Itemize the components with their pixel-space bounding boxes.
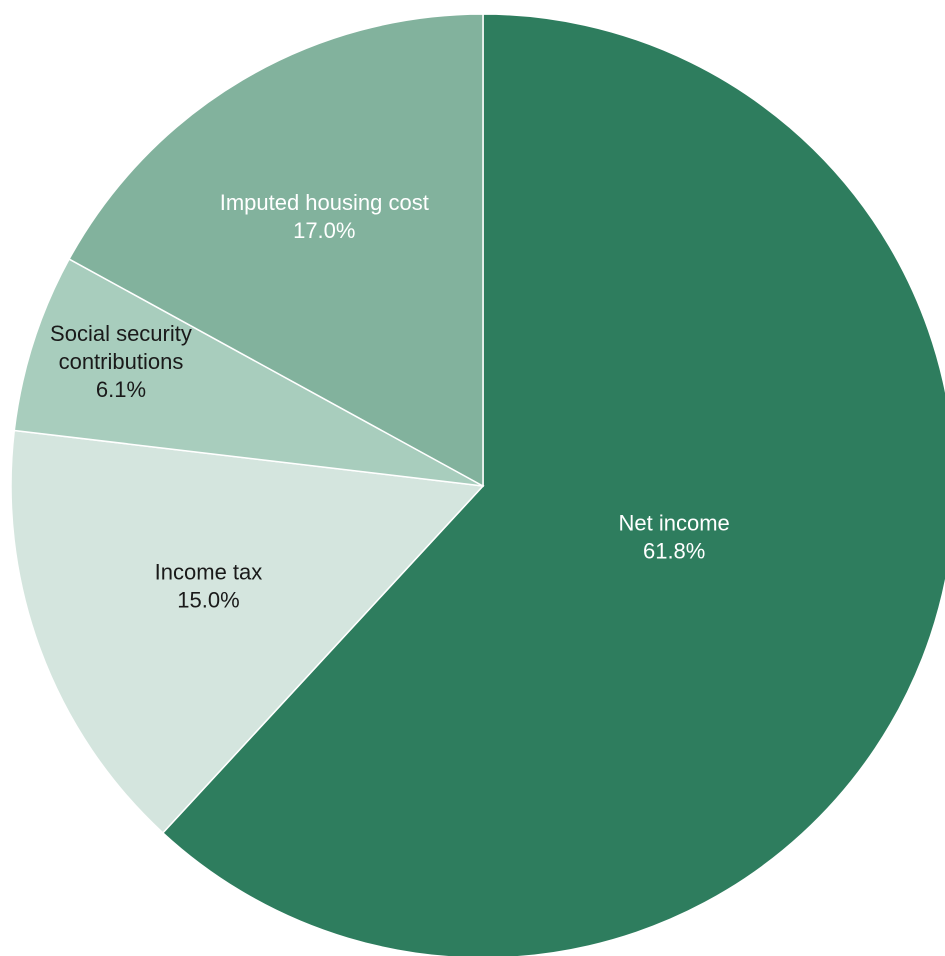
slice-labels: Net income 61.8% Income tax 15.0% Social sec… bbox=[50, 190, 730, 612]
slice-category-label: Imputed housing cost bbox=[220, 190, 429, 215]
slice-value-label: 15.0% bbox=[177, 587, 239, 612]
slice-category-label: Net income bbox=[619, 510, 730, 535]
slice-label-income-tax: Income tax 15.0% bbox=[155, 559, 263, 612]
slice-value-label: 17.0% bbox=[293, 218, 355, 243]
pie-slices bbox=[10, 13, 945, 956]
slice-category-label: contributions bbox=[59, 349, 184, 374]
pie-slice-net-income bbox=[161, 13, 945, 956]
slice-category-label: Social security bbox=[50, 321, 192, 346]
pie-slice-social-security bbox=[13, 258, 484, 487]
pie-slice-income-tax bbox=[10, 429, 485, 834]
slice-value-label: 61.8% bbox=[643, 538, 705, 563]
slice-value-label: 6.1% bbox=[96, 377, 146, 402]
slice-category-label: Income tax bbox=[155, 559, 263, 584]
pie-slice-imputed-housing bbox=[68, 13, 484, 488]
slice-label-imputed-housing: Imputed housing cost 17.0% bbox=[220, 190, 429, 243]
slice-label-net-income: Net income 61.8% bbox=[619, 510, 730, 563]
slice-label-social-security: Social security contributions 6.1% bbox=[50, 321, 192, 402]
